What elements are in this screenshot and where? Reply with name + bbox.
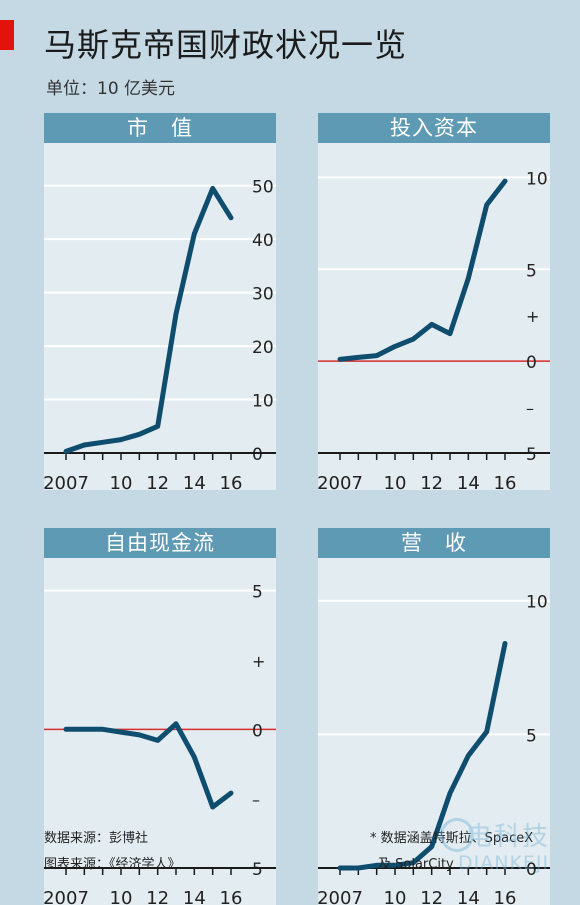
y-tick-label: 10	[526, 169, 548, 189]
panel-free-cash-flow: 自由现金流 5 – 0 +5 2007 10 12 14 16	[43, 528, 276, 905]
x-tick-label: 2007	[317, 473, 363, 494]
panel-title: 营 收	[318, 528, 550, 558]
note-line-2: 及 SolarCity	[378, 857, 454, 872]
y-tick-label: 0	[252, 445, 263, 465]
x-tick-label: 12	[420, 888, 443, 905]
y-tick-label: 0	[526, 860, 537, 880]
x-tick-label: 16	[494, 473, 517, 494]
y-tick-label: 5	[526, 261, 537, 281]
x-tick-label: 12	[146, 888, 169, 905]
panel-title: 自由现金流	[44, 528, 276, 558]
panel-revenue: 营 收 0 5 10 2007 10 12 14 16	[317, 528, 550, 905]
y-tick-label: 5	[526, 726, 537, 746]
y-tick-label: 5	[252, 860, 263, 880]
panel-invested-capital: 投入资本 5 – 0 +5 10 2007 10 12 14 16	[317, 113, 550, 494]
y-tick-label: 0	[526, 353, 537, 373]
panel-title: 市 值	[44, 113, 276, 143]
x-tick-label: 10	[110, 473, 133, 494]
y-tick-label: 0	[252, 721, 263, 741]
series-line	[337, 178, 508, 362]
x-tick-label: 10	[384, 473, 407, 494]
data-source-text: 数据来源：彭博社	[44, 831, 149, 846]
y-tick-label: 10	[526, 593, 548, 613]
x-tick-label: 16	[220, 473, 243, 494]
y-tick-label: +	[526, 307, 539, 326]
panel-title: 投入资本	[318, 113, 550, 143]
x-tick-label: 14	[457, 473, 480, 494]
market-cap-chart: 0 10 20 30 40 50 2007 10 12 14 16	[43, 178, 276, 494]
series-line	[63, 185, 234, 454]
x-tick-label: 16	[494, 888, 517, 905]
note-line-1: * 数据涵盖特斯拉、SpaceX	[370, 831, 534, 846]
x-tick-label: 14	[457, 888, 480, 905]
x-tick-label: 14	[183, 473, 206, 494]
y-tick-label: 10	[252, 392, 274, 412]
y-tick-label: 40	[252, 231, 274, 251]
y-tick-label: –	[526, 399, 534, 418]
x-tick-label: 2007	[43, 473, 89, 494]
y-tick-label: 30	[252, 285, 274, 305]
panel-body	[44, 143, 276, 490]
panel-body	[318, 143, 550, 490]
chart-source-text: 图表来源：《经济学人》	[44, 857, 181, 872]
x-tick-label: 12	[146, 473, 169, 494]
y-tick-label: 20	[252, 338, 274, 358]
x-tick-label: 2007	[317, 888, 363, 905]
red-accent-bar	[0, 20, 14, 50]
footer-note: * 数据涵盖特斯拉、SpaceX 及 SolarCity	[370, 826, 533, 878]
y-tick-label: 50	[252, 178, 274, 198]
y-tick-label: +	[252, 652, 265, 671]
x-tick-label: 12	[420, 473, 443, 494]
unit-subtitle: 单位：10 亿美元	[46, 79, 176, 99]
footer-sources: 数据来源：彭博社 图表来源：《经济学人》	[44, 826, 181, 878]
series-line	[63, 721, 234, 810]
y-tick-label: –	[252, 791, 260, 810]
x-tick-label: 16	[220, 888, 243, 905]
x-tick-label: 14	[183, 888, 206, 905]
y-tick-label: 5	[526, 445, 537, 465]
panel-market-cap: 市 值 0 10 20 30 40 50 2007 10 12 14 16	[43, 113, 276, 494]
invested-capital-chart: 5 – 0 +5 10 2007 10 12 14 16	[317, 169, 550, 494]
y-tick-label: 5	[252, 583, 263, 603]
series-line	[337, 641, 508, 871]
page-title: 马斯克帝国财政状况一览	[44, 26, 408, 64]
x-tick-label: 10	[384, 888, 407, 905]
x-tick-label: 10	[110, 888, 133, 905]
x-tick-label: 2007	[43, 888, 89, 905]
